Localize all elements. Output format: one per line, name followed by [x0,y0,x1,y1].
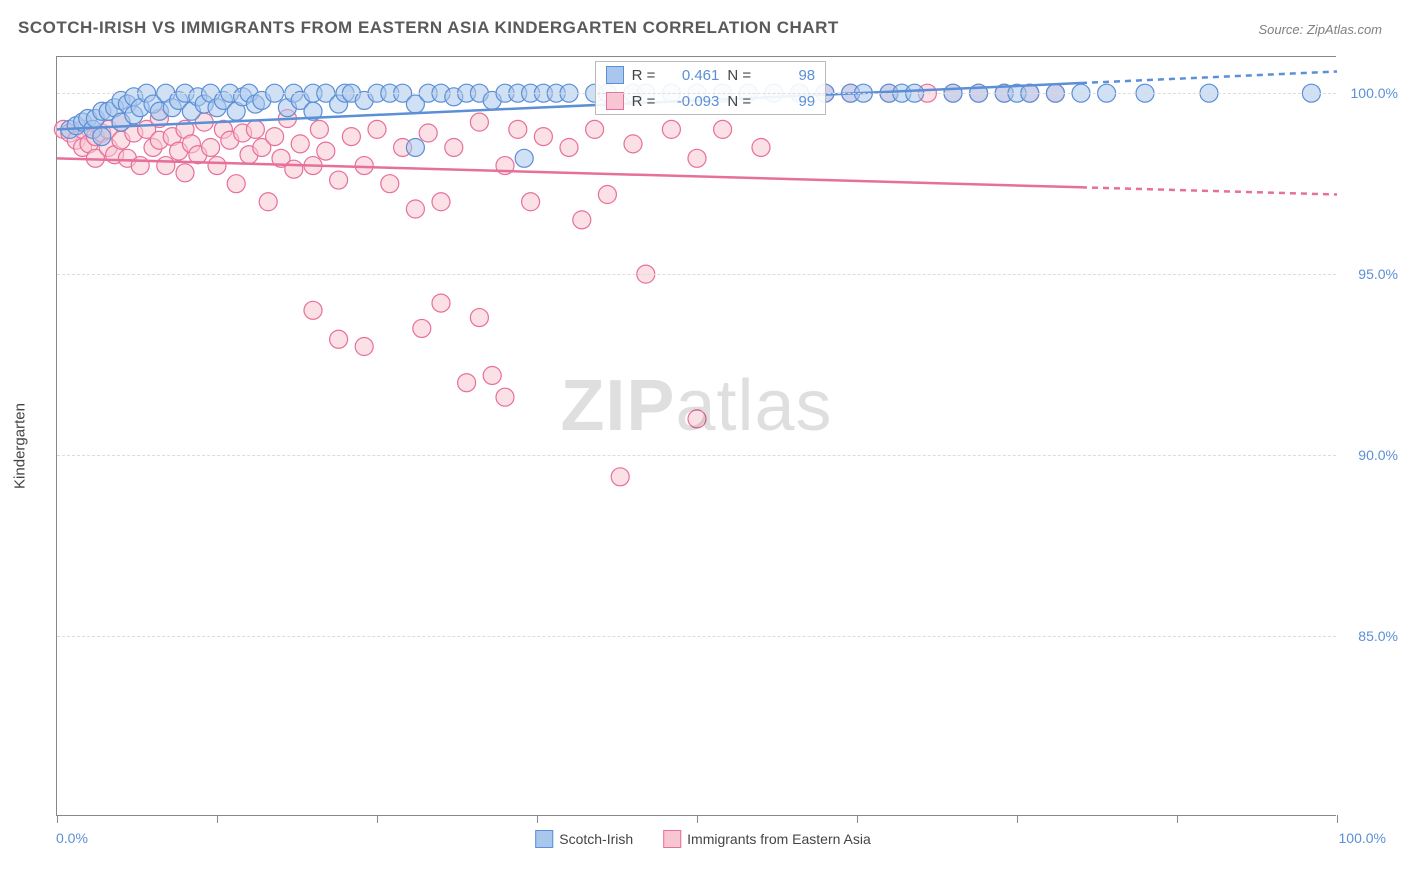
legend-item-series1: Scotch-Irish [535,830,633,848]
scatter-point [624,135,642,153]
legend-bottom: Scotch-Irish Immigrants from Eastern Asi… [535,830,871,848]
scatter-point [573,211,591,229]
y-tick-label: 95.0% [1358,266,1398,282]
square-icon [535,830,553,848]
scatter-point [413,319,431,337]
scatter-point [342,128,360,146]
legend-label-series1: Scotch-Irish [559,831,633,847]
scatter-point [310,120,328,138]
scatter-point [509,120,527,138]
scatter-point [714,120,732,138]
x-tick-mark [57,815,58,823]
scatter-point [496,388,514,406]
scatter-point [266,128,284,146]
stats-row-series1: R = 0.461 N = 98 [596,62,826,88]
legend-label-series2: Immigrants from Eastern Asia [687,831,871,847]
scatter-point [662,120,680,138]
scatter-point [202,138,220,156]
x-tick-mark [217,815,218,823]
scatter-point [93,128,111,146]
scatter-point [586,120,604,138]
series1-r-value: 0.461 [663,67,719,84]
x-tick-mark [537,815,538,823]
scatter-point [534,128,552,146]
stats-row-series2: R = -0.093 N = 99 [596,88,826,114]
trend-line [1081,71,1337,83]
scatter-point [419,124,437,142]
x-tick-mark [377,815,378,823]
n-label: N = [727,67,751,84]
scatter-point [304,301,322,319]
scatter-point [560,138,578,156]
y-tick-label: 90.0% [1358,447,1398,463]
scatter-point [406,138,424,156]
y-tick-label: 100.0% [1351,85,1398,101]
gridline [57,455,1336,456]
scatter-point [227,175,245,193]
scatter-point [291,135,309,153]
scatter-point [515,149,533,167]
scatter-point [445,138,463,156]
gridline [57,636,1336,637]
scatter-point [330,330,348,348]
scatter-point [285,160,303,178]
square-icon [606,66,624,84]
series2-n-value: 99 [759,93,815,110]
plot-area: ZIPatlas R = 0.461 N = 98 R = -0.093 N =… [56,56,1336,816]
scatter-point [368,120,386,138]
scatter-point [611,468,629,486]
scatter-point [406,200,424,218]
series1-n-value: 98 [759,67,815,84]
scatter-point [381,175,399,193]
stats-legend-box: R = 0.461 N = 98 R = -0.093 N = 99 [595,61,827,115]
scatter-point [470,113,488,131]
y-tick-label: 85.0% [1358,628,1398,644]
x-tick-mark [697,815,698,823]
scatter-point [176,164,194,182]
scatter-point [522,193,540,211]
square-icon [663,830,681,848]
scatter-point [246,120,264,138]
square-icon [606,92,624,110]
x-tick-mark [1177,815,1178,823]
chart-container: SCOTCH-IRISH VS IMMIGRANTS FROM EASTERN … [0,0,1406,892]
scatter-point [470,309,488,327]
source-attribution: Source: ZipAtlas.com [1258,22,1382,37]
scatter-point [688,149,706,167]
y-axis-label: Kindergarten [12,403,29,489]
x-tick-mark [1337,815,1338,823]
plot-svg [57,57,1336,815]
gridline [57,93,1336,94]
x-tick-mark [1017,815,1018,823]
scatter-point [752,138,770,156]
scatter-point [483,366,501,384]
scatter-point [355,157,373,175]
n-label: N = [727,93,751,110]
gridline [57,274,1336,275]
scatter-point [157,157,175,175]
scatter-point [317,142,335,160]
trend-line [1081,187,1337,194]
scatter-point [688,410,706,428]
x-tick-mark [857,815,858,823]
x-axis-max-label: 100.0% [1339,830,1386,846]
scatter-point [432,193,450,211]
scatter-point [330,171,348,189]
r-label: R = [632,93,656,110]
chart-title: SCOTCH-IRISH VS IMMIGRANTS FROM EASTERN … [18,18,839,38]
trend-line [57,158,1081,187]
scatter-point [458,374,476,392]
scatter-point [208,157,226,175]
scatter-point [432,294,450,312]
r-label: R = [632,67,656,84]
legend-item-series2: Immigrants from Eastern Asia [663,830,871,848]
scatter-point [598,186,616,204]
x-axis-min-label: 0.0% [56,830,88,846]
scatter-point [259,193,277,211]
series2-r-value: -0.093 [663,93,719,110]
scatter-point [355,338,373,356]
